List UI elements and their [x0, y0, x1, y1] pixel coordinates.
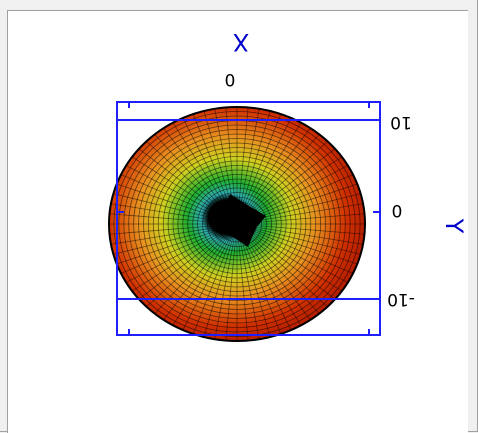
- mesh-spoke: [126, 231, 225, 295]
- plot-panel: X Y 0 10 0 -10: [7, 10, 468, 433]
- mesh-spoke: [241, 108, 284, 211]
- mesh-spoke: [150, 129, 228, 214]
- mesh-spoke: [244, 117, 305, 213]
- mesh-spoke: [224, 237, 237, 341]
- mesh-spoke: [241, 237, 284, 340]
- mesh-spoke: [115, 171, 224, 219]
- mesh-spoke: [248, 232, 341, 304]
- axis-box: [116, 101, 381, 336]
- mesh-spoke: [126, 153, 225, 217]
- mesh-spoke: [190, 237, 233, 340]
- mesh-spoke: [109, 212, 222, 224]
- mesh-spoke: [179, 112, 231, 212]
- y-axis-label: Y: [440, 218, 468, 234]
- mesh-spoke: [179, 236, 231, 336]
- mesh-spoke: [251, 228, 364, 267]
- mesh-spoke: [245, 123, 315, 213]
- mesh-spoke: [246, 129, 324, 214]
- y-tick-label: 0: [392, 200, 403, 220]
- mesh-spoke: [169, 117, 230, 213]
- x-axis-label: X: [233, 28, 249, 56]
- mesh-spoke: [243, 112, 295, 212]
- y-tick-label: -10: [387, 289, 415, 309]
- mesh-spoke: [240, 237, 273, 341]
- mesh-spoke: [213, 237, 235, 341]
- mesh-spoke: [120, 162, 224, 218]
- mesh-spoke: [237, 237, 250, 341]
- mesh-spoke: [141, 136, 227, 215]
- mesh-spoke: [201, 237, 234, 341]
- mesh-spoke: [252, 224, 365, 236]
- mesh-spoke: [240, 107, 273, 211]
- mesh-spoke: [120, 230, 224, 286]
- mesh-spoke: [109, 226, 222, 246]
- mesh-spoke: [190, 108, 233, 211]
- mesh-spoke: [246, 234, 324, 319]
- mesh-spoke: [252, 202, 365, 222]
- mesh-spoke: [109, 191, 223, 221]
- mesh-spoke: [250, 230, 354, 286]
- mesh-spoke: [245, 235, 315, 325]
- mesh-spoke: [109, 227, 223, 257]
- mesh-spoke: [110, 181, 223, 220]
- surface-mesh: [109, 107, 365, 341]
- mesh-spoke: [247, 136, 333, 215]
- mesh-spoke: [115, 229, 224, 277]
- mesh-spoke: [169, 235, 230, 331]
- mesh-spoke: [249, 231, 348, 295]
- surface-plot[interactable]: X Y 0 10 0 -10: [8, 11, 468, 433]
- mesh-spoke: [243, 236, 295, 336]
- y-tick-label: 10: [390, 112, 412, 132]
- x-tick-label: 0: [225, 69, 236, 89]
- mesh-spoke: [250, 229, 359, 277]
- mesh-spoke: [201, 107, 234, 211]
- mesh-spoke: [133, 232, 226, 304]
- surface-center: [213, 194, 266, 247]
- mesh-spoke: [159, 235, 229, 325]
- mesh-spoke: [252, 226, 365, 246]
- mesh-spoke: [109, 224, 222, 236]
- mesh-spoke: [250, 162, 354, 218]
- mesh-spoke: [159, 123, 229, 213]
- mesh-spoke: [251, 227, 365, 257]
- mesh-spoke: [250, 171, 359, 219]
- mesh-spoke: [244, 235, 305, 331]
- mesh-spoke: [252, 212, 365, 224]
- mesh-spoke: [239, 237, 261, 341]
- mesh-spoke: [251, 191, 365, 221]
- mesh-spoke: [251, 181, 364, 220]
- mesh-spoke: [249, 153, 348, 217]
- mesh-spoke: [150, 234, 228, 319]
- mesh-spoke: [248, 144, 341, 216]
- mesh-spoke: [109, 202, 222, 222]
- mesh-spoke: [133, 144, 226, 216]
- mesh-spoke: [110, 228, 223, 267]
